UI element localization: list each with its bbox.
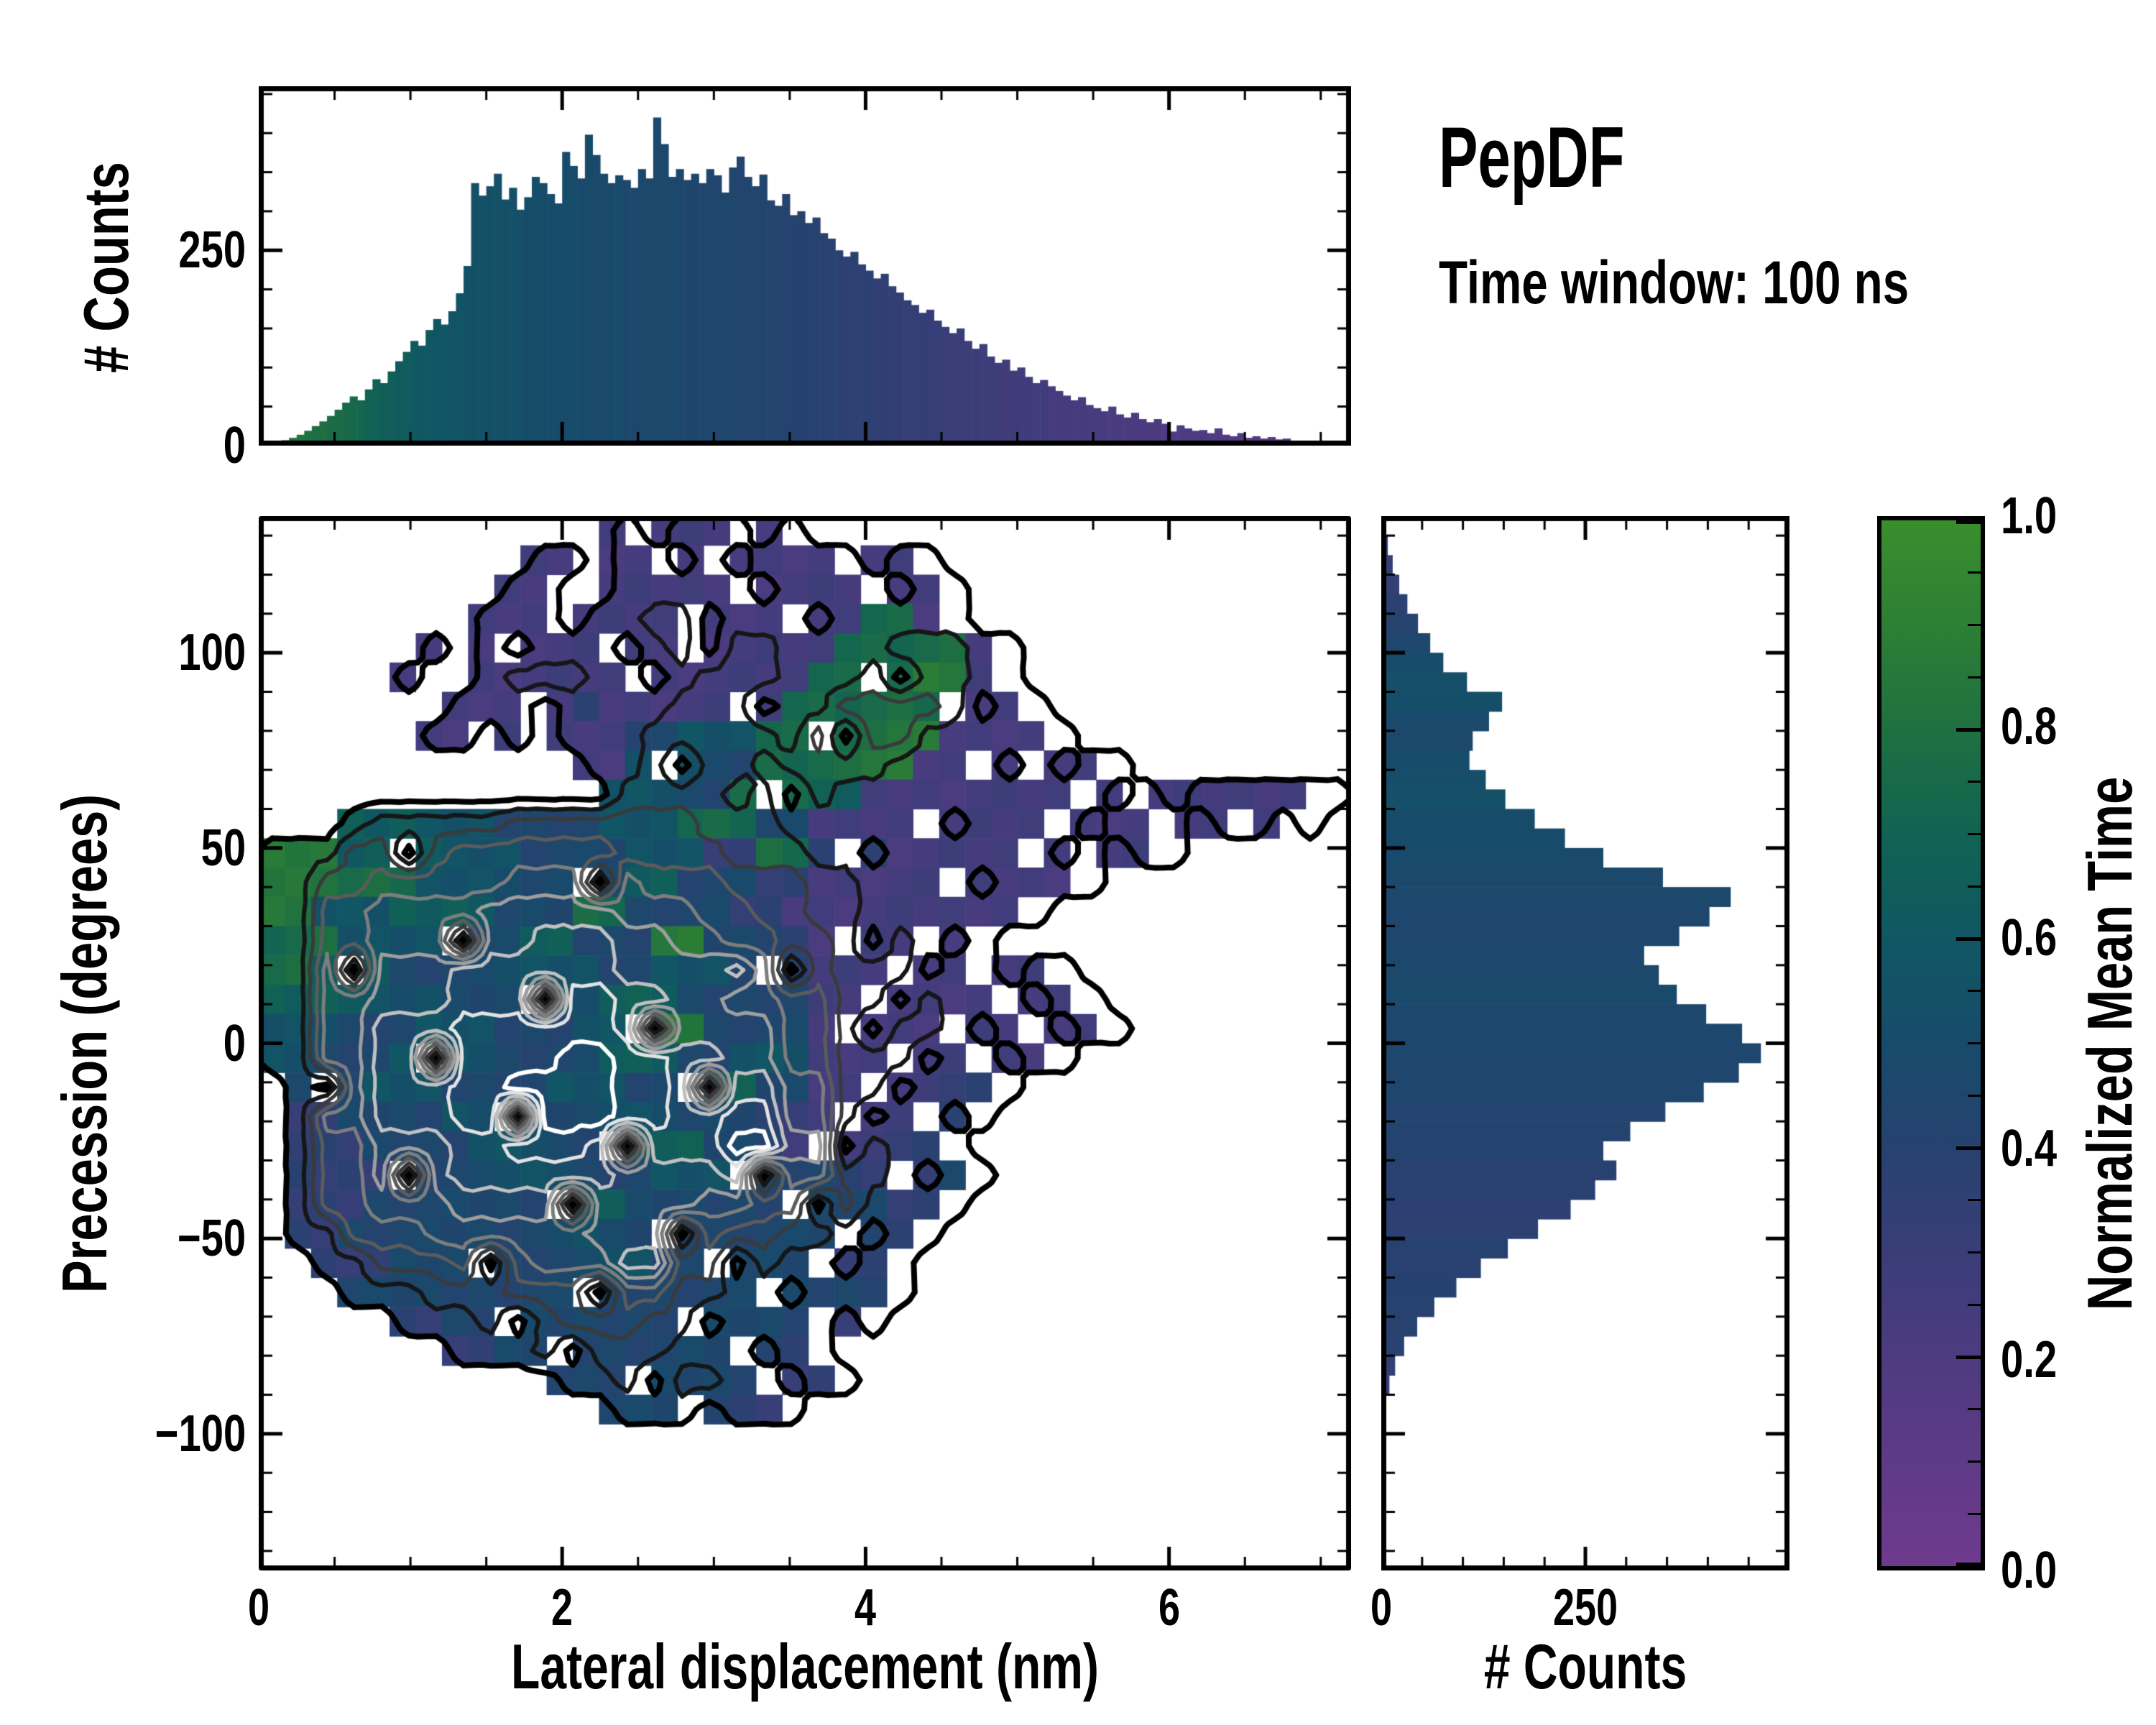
colorbar-minor-tick bbox=[1968, 571, 1981, 574]
colorbar-minor-tick bbox=[1968, 885, 1981, 888]
tick-label: 0 bbox=[247, 1579, 270, 1637]
tick-label: 250 bbox=[1552, 1579, 1618, 1637]
tick-label: 0.0 bbox=[2001, 1542, 2058, 1599]
tick-label: 250 bbox=[178, 221, 246, 280]
tick-label: 1.0 bbox=[2001, 487, 2058, 545]
tick-label: 0.2 bbox=[2001, 1330, 2058, 1389]
colorbar-major-tick bbox=[1956, 1563, 1981, 1566]
tick-label: 4 bbox=[854, 1579, 877, 1637]
tick-label: 0 bbox=[223, 1014, 246, 1072]
top-histogram-panel bbox=[259, 86, 1351, 446]
colorbar-minor-tick bbox=[1968, 1251, 1981, 1254]
tick-label: 100 bbox=[178, 624, 246, 682]
colorbar-minor-tick bbox=[1968, 1303, 1981, 1306]
tick-label: 6 bbox=[1158, 1579, 1180, 1637]
colorbar-minor-tick bbox=[1968, 1512, 1981, 1515]
top-histogram-canvas bbox=[259, 86, 1351, 446]
tick-label: 0.6 bbox=[2001, 908, 2058, 967]
colorbar-minor-tick bbox=[1968, 1408, 1981, 1411]
colorbar-major-tick bbox=[1956, 937, 1981, 941]
colorbar-minor-tick bbox=[1968, 833, 1981, 835]
tick-label: 2 bbox=[551, 1579, 573, 1637]
colorbar-minor-tick bbox=[1968, 676, 1981, 678]
colorbar-minor-tick bbox=[1968, 624, 1981, 626]
colorbar-minor-tick bbox=[1968, 990, 1981, 993]
tick-label: 0 bbox=[1370, 1579, 1393, 1637]
right-hist-x-axis-label: # Counts bbox=[1483, 1631, 1687, 1702]
colorbar-major-tick bbox=[1956, 1355, 1981, 1359]
right-histogram-canvas bbox=[1381, 516, 1789, 1570]
plot-subtitle: Time window: 100 ns bbox=[1439, 249, 1909, 316]
tick-label: 0.8 bbox=[2001, 698, 2058, 756]
colorbar-major-tick bbox=[1956, 520, 1981, 524]
colorbar-minor-tick bbox=[1968, 1460, 1981, 1463]
tick-label: −50 bbox=[177, 1210, 246, 1268]
tick-label: 0 bbox=[223, 417, 246, 474]
top-hist-y-axis-label: # Counts bbox=[70, 162, 142, 373]
main-x-axis-label: Lateral displacement (nm) bbox=[511, 1631, 1099, 1702]
main-heatmap-panel bbox=[259, 516, 1351, 1570]
colorbar-minor-tick bbox=[1968, 1042, 1981, 1044]
plot-title: PepDF bbox=[1439, 109, 1625, 206]
colorbar-label: Normalized Mean Time bbox=[2074, 776, 2145, 1311]
main-heatmap-canvas bbox=[259, 516, 1351, 1570]
colorbar-minor-tick bbox=[1968, 1199, 1981, 1202]
colorbar-minor-tick bbox=[1968, 781, 1981, 783]
tick-label: 0.4 bbox=[2001, 1120, 2058, 1178]
tick-label: 50 bbox=[201, 819, 246, 877]
colorbar-minor-tick bbox=[1968, 1094, 1981, 1097]
colorbar-major-tick bbox=[1956, 727, 1981, 732]
right-histogram-panel bbox=[1381, 516, 1789, 1570]
main-y-axis-label: Precession (degrees) bbox=[49, 794, 120, 1294]
colorbar-major-tick bbox=[1956, 1146, 1981, 1150]
colorbar-gradient bbox=[1877, 516, 1985, 1570]
tick-label: −100 bbox=[155, 1404, 246, 1463]
